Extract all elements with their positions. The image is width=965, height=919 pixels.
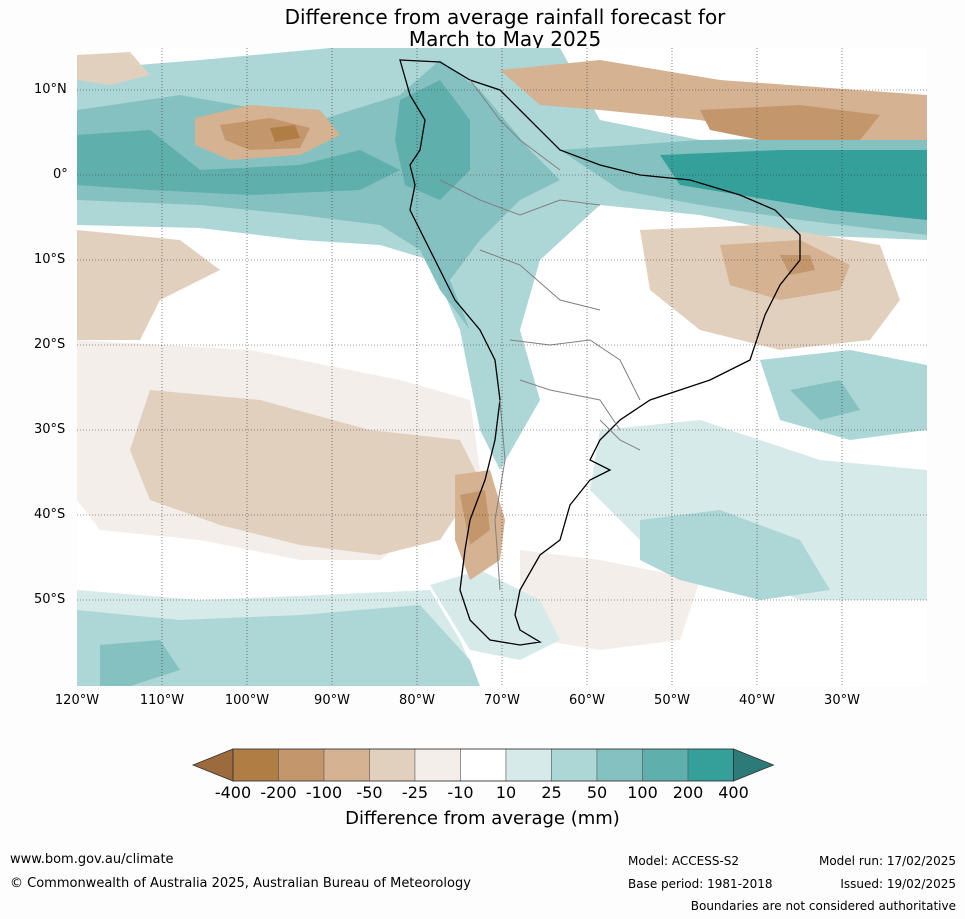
legend-swatch (596, 748, 643, 782)
lat-label-20s: 20°S (34, 337, 66, 352)
legend-tick-label: -10 (447, 783, 474, 802)
legend-arrow-high (733, 748, 775, 782)
footer-model-run: Model run: 17/02/2025 (818, 854, 956, 868)
brown-south-pacific (130, 390, 480, 555)
legend-tick-label: -25 (401, 783, 429, 802)
lat-label-40s: 40°S (34, 507, 66, 522)
legend-tick-label: 10 (495, 783, 517, 802)
brown-brazil-core (720, 240, 850, 300)
map-title-line1: Difference from average rainfall forecas… (284, 5, 726, 29)
lat-label-30s: 30°S (34, 422, 66, 437)
teal-southern-ocean-mid (77, 605, 480, 686)
map-title-line2: March to May 2025 (408, 27, 602, 51)
lon-label-100w: 100°W (224, 693, 270, 708)
lon-label-110w: 110°W (139, 693, 185, 708)
legend-swatch (369, 748, 416, 782)
lon-label-80w: 80°W (399, 693, 435, 708)
lat-label-10n: 10°N (34, 82, 67, 97)
lon-label-90w: 90°W (314, 693, 350, 708)
legend-tick-label: -400 (214, 783, 252, 802)
teal-east-south-core (790, 380, 860, 420)
lon-label-50w: 50°W (654, 693, 690, 708)
legend-tick-label: 100 (627, 783, 658, 802)
footer-issued: Issued: 19/02/2025 (840, 877, 956, 891)
legend-swatch (505, 748, 552, 782)
south-america-land (399, 59, 801, 646)
footer-website: www.bom.gov.au/climate (10, 852, 174, 867)
teal-strong-east (660, 150, 927, 220)
lat-label-0: 0° (53, 167, 68, 182)
teal-southern-ocean-core (100, 640, 180, 686)
teal-south-atlantic (590, 420, 927, 600)
teal-south-atlantic-mid (640, 510, 830, 600)
legend-swatch (460, 748, 507, 782)
legend-tick-label: 25 (541, 783, 562, 802)
brown-north-edge (77, 52, 150, 85)
lat-label-50s: 50°S (34, 592, 66, 607)
legend-tick-label: -200 (260, 783, 297, 802)
legend-tick-label: -50 (356, 783, 383, 802)
legend-swatch (642, 748, 689, 782)
tan-south-atlantic (520, 550, 700, 650)
map-gridlines (77, 48, 927, 686)
legend-swatch (551, 748, 598, 782)
lon-label-30w: 30°W (824, 693, 860, 708)
brown-atlantic-core (700, 105, 880, 140)
footer-model: Model: ACCESS-S2 (628, 854, 740, 868)
lon-label-120w: 120°W (54, 693, 100, 708)
legend-frame (232, 748, 734, 782)
lat-label-10s: 10°S (34, 252, 66, 267)
footer-copyright: © Commonwealth of Australia 2025, Austra… (10, 876, 471, 891)
footer-disclaimer: Boundaries are not considered authoritat… (690, 899, 956, 913)
country-borders (439, 79, 641, 591)
legend-swatch (278, 748, 325, 782)
legend-swatch (414, 748, 461, 782)
footer-base-period: Base period: 1981-2018 (628, 877, 773, 891)
legend-tick-label: -100 (305, 783, 343, 802)
teal-southern-strip (430, 570, 560, 660)
teal-strong-equator (77, 130, 400, 195)
brown-west-pacific (77, 230, 220, 340)
legend-tick-label: 400 (718, 783, 749, 802)
legend-title: Difference from average (mm) (345, 808, 620, 829)
legend-tick-label: 50 (586, 783, 608, 802)
legend-swatch (687, 748, 734, 782)
teal-strong-amazon (395, 80, 470, 200)
brown-pacific-tiny (270, 125, 300, 142)
lon-label-60w: 60°W (569, 693, 605, 708)
legend-swatch (323, 748, 370, 782)
lon-label-40w: 40°W (739, 693, 775, 708)
legend-swatch (232, 748, 279, 782)
map-field (77, 48, 927, 686)
legend-arrow-low (191, 748, 234, 782)
lon-label-70w: 70°W (484, 693, 520, 708)
legend-tick-label: 200 (672, 783, 704, 802)
